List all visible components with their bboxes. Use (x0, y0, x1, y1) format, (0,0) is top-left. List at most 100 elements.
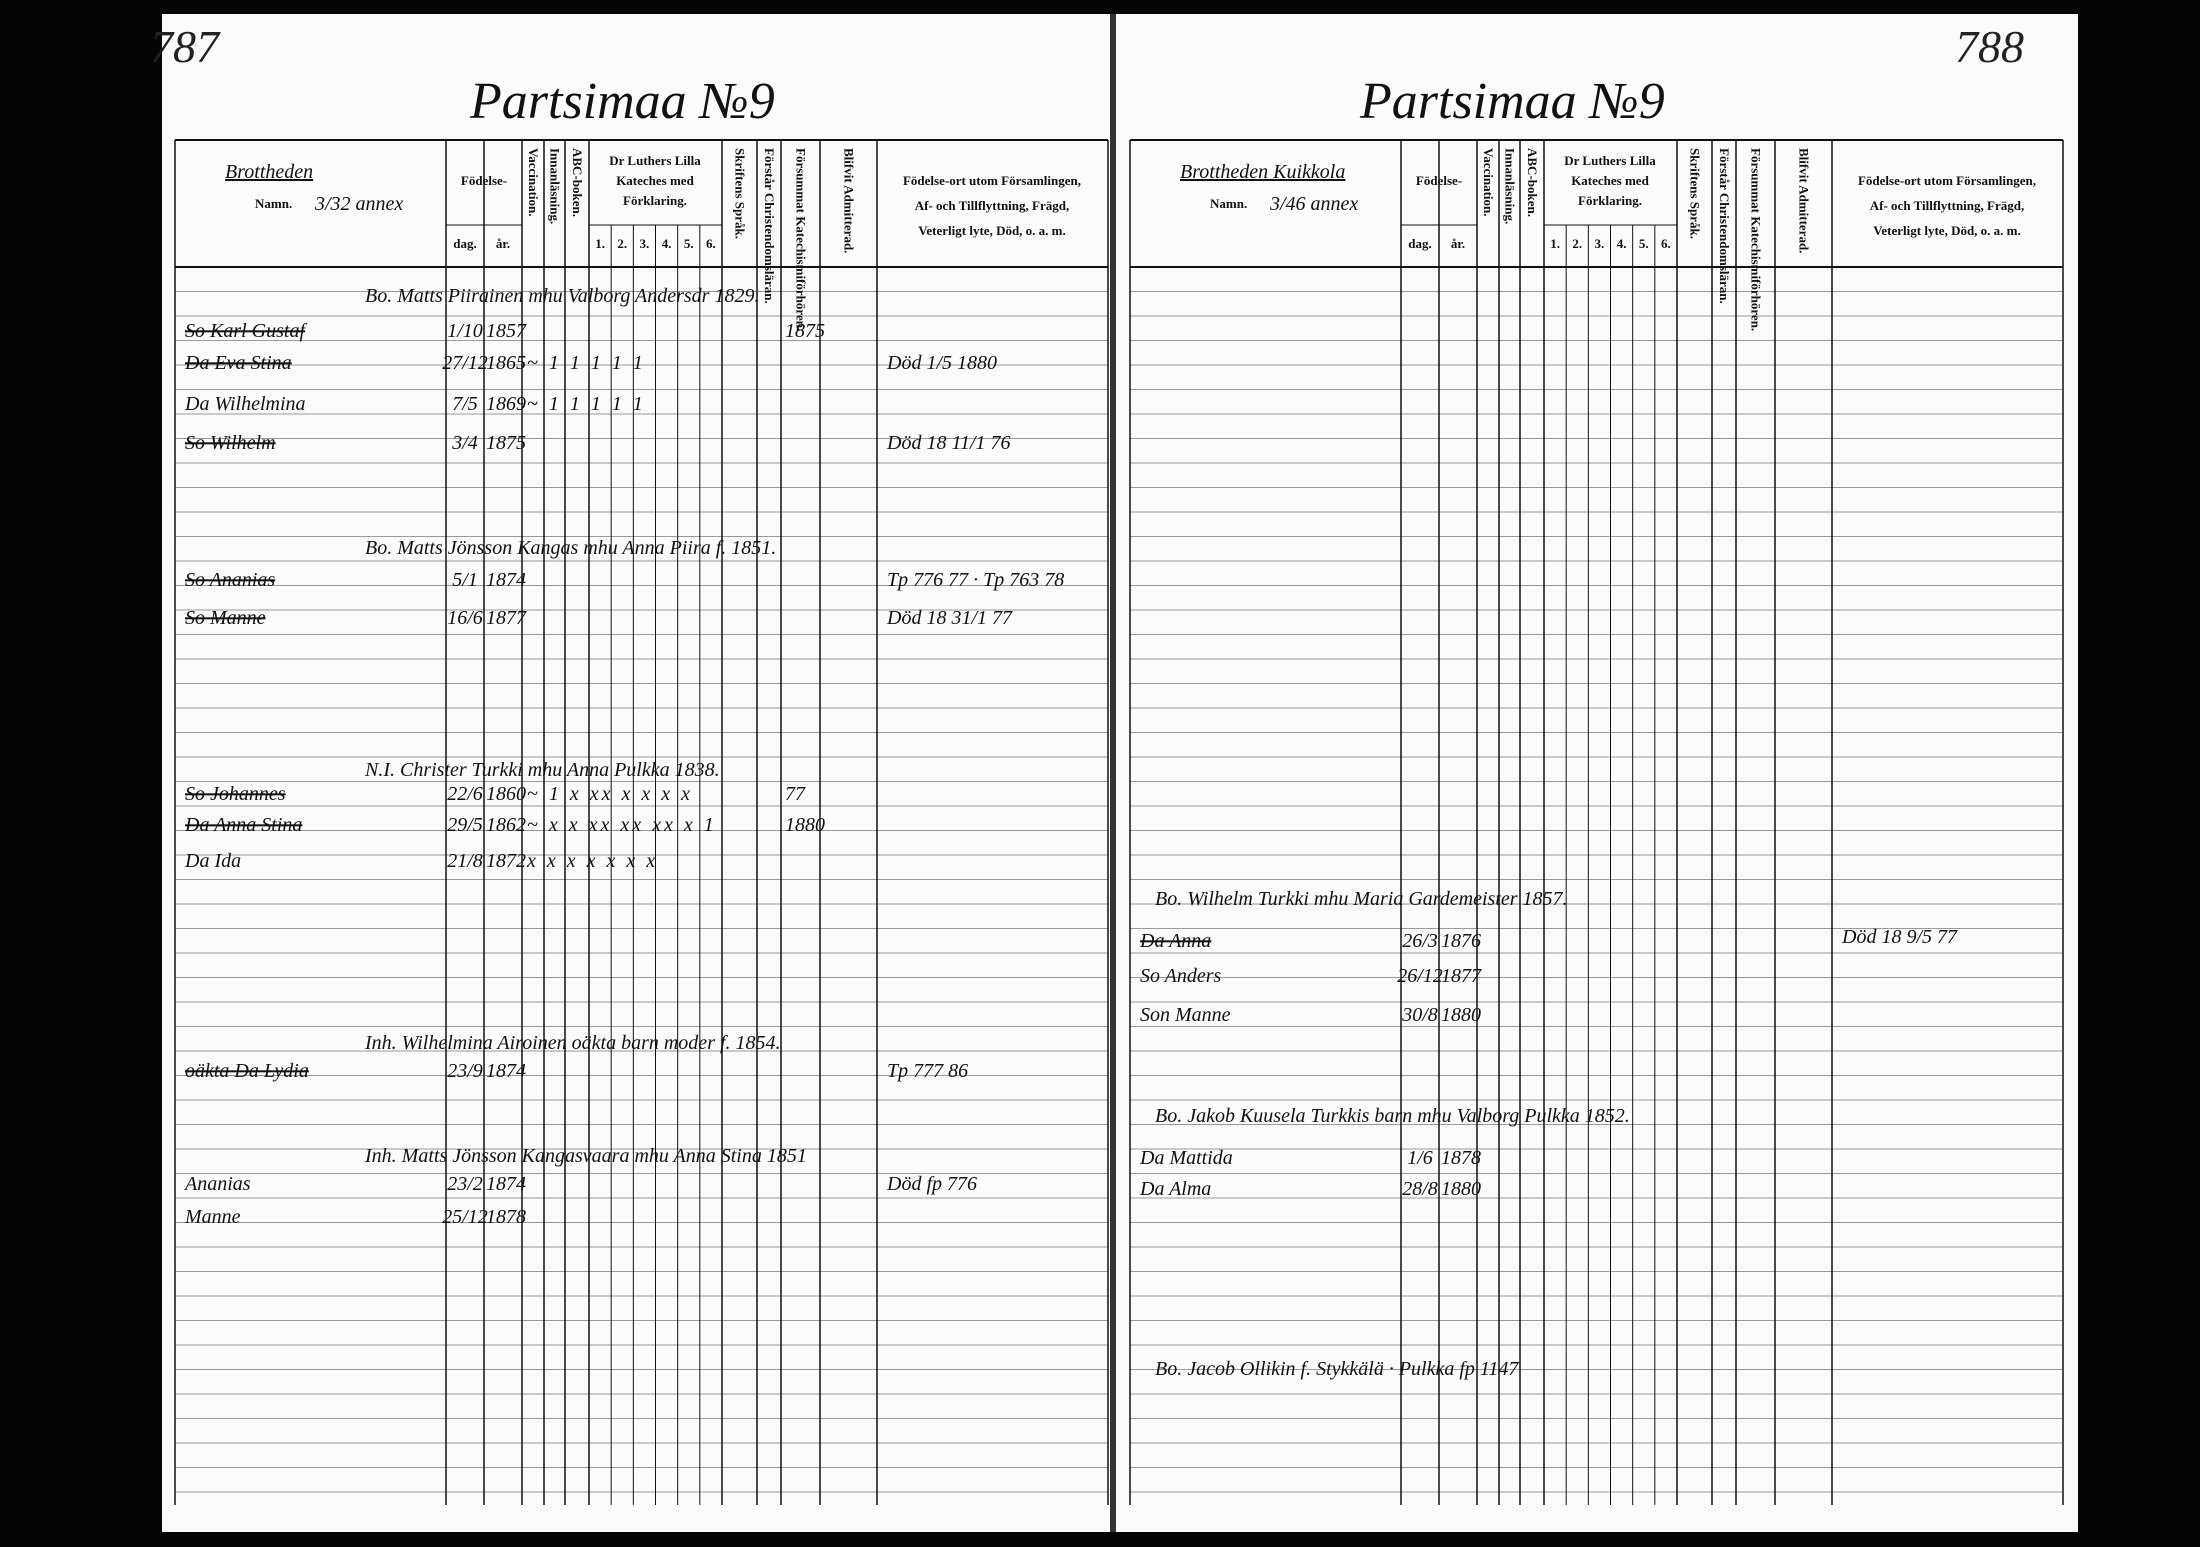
household-head: Bo. Matts Jönsson Kangas mhu Anna Piira … (365, 537, 776, 559)
catechism-marks: ~ 1 x xx x x x x (527, 783, 693, 805)
header-day: dag. (453, 236, 476, 251)
birth-year: 1872 (486, 850, 526, 872)
header-understands: Förstår Christendomsläran. (762, 148, 777, 304)
member-name: Son Manne (1140, 1004, 1231, 1026)
header-vaccination: Vaccination. (1481, 148, 1496, 217)
birth-day: 27/12 (442, 352, 488, 374)
header-year: år. (1451, 236, 1465, 251)
birth-year: 1857 (486, 320, 527, 342)
remark: Död 18 31/1 77 (886, 607, 1013, 629)
birth-day: 26/3 (1402, 930, 1438, 952)
header-catechism-part: 5. (684, 236, 694, 251)
header-remarks: Veterligt lyte, Död, o. a. m. (918, 223, 1066, 238)
header-catechism-part: 3. (1595, 236, 1605, 251)
member-name: Da Ida (184, 850, 241, 872)
annex-note: 3/32 annex (314, 193, 403, 215)
header-catechism-part: 4. (1617, 236, 1627, 251)
birth-year: 1876 (1441, 930, 1481, 952)
birth-year: 1874 (486, 1060, 526, 1082)
birth-year: 1865 (486, 352, 526, 374)
catechism-marks: ~ 1 1 1 1 1 (527, 352, 646, 374)
household-head: Inh. Wilhelmina Airoinen oäkta barn mode… (364, 1032, 781, 1054)
birth-day: 1/6 (1407, 1147, 1433, 1169)
header-catechism-part: 1. (595, 236, 605, 251)
birth-day: 29/5 (447, 814, 483, 836)
header-remarks: Af- och Tillflyttning, Frägd, (1870, 198, 2024, 213)
birth-year: 1874 (486, 569, 526, 591)
page-number: 787 (150, 21, 221, 72)
birth-day: 23/9 (447, 1060, 483, 1082)
birth-year: 1878 (486, 1206, 526, 1228)
header-vaccination: Vaccination. (526, 148, 541, 217)
admitted: 77 (785, 783, 806, 805)
admitted: 1880 (785, 814, 825, 836)
header-missed: Försummat Katechismiförhören. (1749, 148, 1764, 331)
page-title: Partsimaa №9 (1359, 73, 1665, 130)
birth-day: 25/12 (442, 1206, 488, 1228)
annex-note: 3/46 annex (1269, 193, 1358, 215)
birth-day: 28/8 (1402, 1178, 1438, 1200)
header-catechism-part: 3. (640, 236, 650, 251)
birth-day: 21/8 (447, 850, 483, 872)
household-head: Bo. Jacob Ollikin f. Stykkälä · Pulkka f… (1155, 1358, 1519, 1380)
birth-day: 26/12 (1397, 965, 1443, 987)
header-scripture: Skriftens Språk. (1688, 148, 1703, 239)
remark: Död 18 11/1 76 (886, 432, 1011, 454)
header-catechism: Kateches med (616, 173, 694, 188)
birth-day: 22/6 (447, 783, 483, 805)
header-abc: ABC-boken. (570, 148, 585, 217)
member-name: So Ananias (185, 569, 275, 591)
admitted: 1875 (785, 320, 825, 342)
header-catechism-part: 2. (617, 236, 627, 251)
header-catechism: Förklaring. (1578, 193, 1642, 208)
birth-day: 16/6 (447, 607, 483, 629)
village-note: Brottheden (225, 161, 313, 183)
household-head: Bo. Wilhelm Turkki mhu Maria Gardemeiste… (1155, 888, 1568, 910)
member-name: Da Wilhelmina (184, 393, 306, 415)
member-name: oäkta Da Lydia (185, 1060, 309, 1082)
member-name: So Karl Gustaf (185, 320, 307, 342)
village-note: Brottheden Kuikkola (1180, 161, 1345, 183)
birth-year: 1862 (486, 814, 526, 836)
member-name: Da Anna (1139, 930, 1211, 952)
member-name: Da Eva Stina (184, 352, 292, 374)
member-name: Da Mattida (1139, 1147, 1233, 1169)
birth-day: 23/2 (447, 1173, 483, 1195)
header-missed: Försummat Katechismiförhören. (794, 148, 809, 331)
remark: Tp 776 77 · Tp 763 78 (887, 569, 1064, 591)
catechism-marks: x x x x x x x (526, 850, 658, 872)
member-name: Da Anna Stina (184, 814, 302, 836)
header-year: år. (496, 236, 510, 251)
header-catechism-part: 2. (1572, 236, 1582, 251)
member-name: So Manne (185, 607, 266, 629)
birth-year: 1878 (1441, 1147, 1481, 1169)
birth-day: 3/4 (451, 432, 478, 454)
remark: Död fp 776 (886, 1173, 977, 1195)
header-reading: Innanläsning. (548, 148, 563, 224)
header-abc: ABC-boken. (1525, 148, 1540, 217)
birth-year: 1860 (486, 783, 526, 805)
member-name: So Johannes (185, 783, 286, 805)
birth-year: 1880 (1441, 1004, 1481, 1026)
page-number: 788 (1955, 21, 2024, 72)
remark: Död 1/5 1880 (886, 352, 997, 374)
household-head: N.I. Christer Turkki mhu Anna Pulkka 183… (364, 759, 720, 781)
birth-day: 1/10 (447, 320, 483, 342)
birth-year: 1877 (486, 607, 527, 629)
header-admitted: Blifvit Admitterad. (842, 148, 857, 253)
header-remarks: Födelse-ort utom Församlingen, (1858, 173, 2036, 188)
member-name: So Anders (1140, 965, 1222, 987)
header-name: Namn. (255, 196, 292, 211)
header-catechism-part: 6. (1661, 236, 1671, 251)
household-head: Bo. Matts Piirainen mhu Valborg Andersdr… (365, 285, 759, 307)
member-name: So Wilhelm (185, 432, 276, 454)
header-catechism-part: 5. (1639, 236, 1649, 251)
header-catechism: Dr Luthers Lilla (609, 153, 701, 168)
birth-day: 7/5 (452, 393, 478, 415)
member-name: Ananias (183, 1173, 251, 1195)
header-remarks: Af- och Tillflyttning, Frägd, (915, 198, 1069, 213)
header-catechism-part: 6. (706, 236, 716, 251)
header-catechism-part: 4. (662, 236, 672, 251)
birth-year: 1869 (486, 393, 526, 415)
